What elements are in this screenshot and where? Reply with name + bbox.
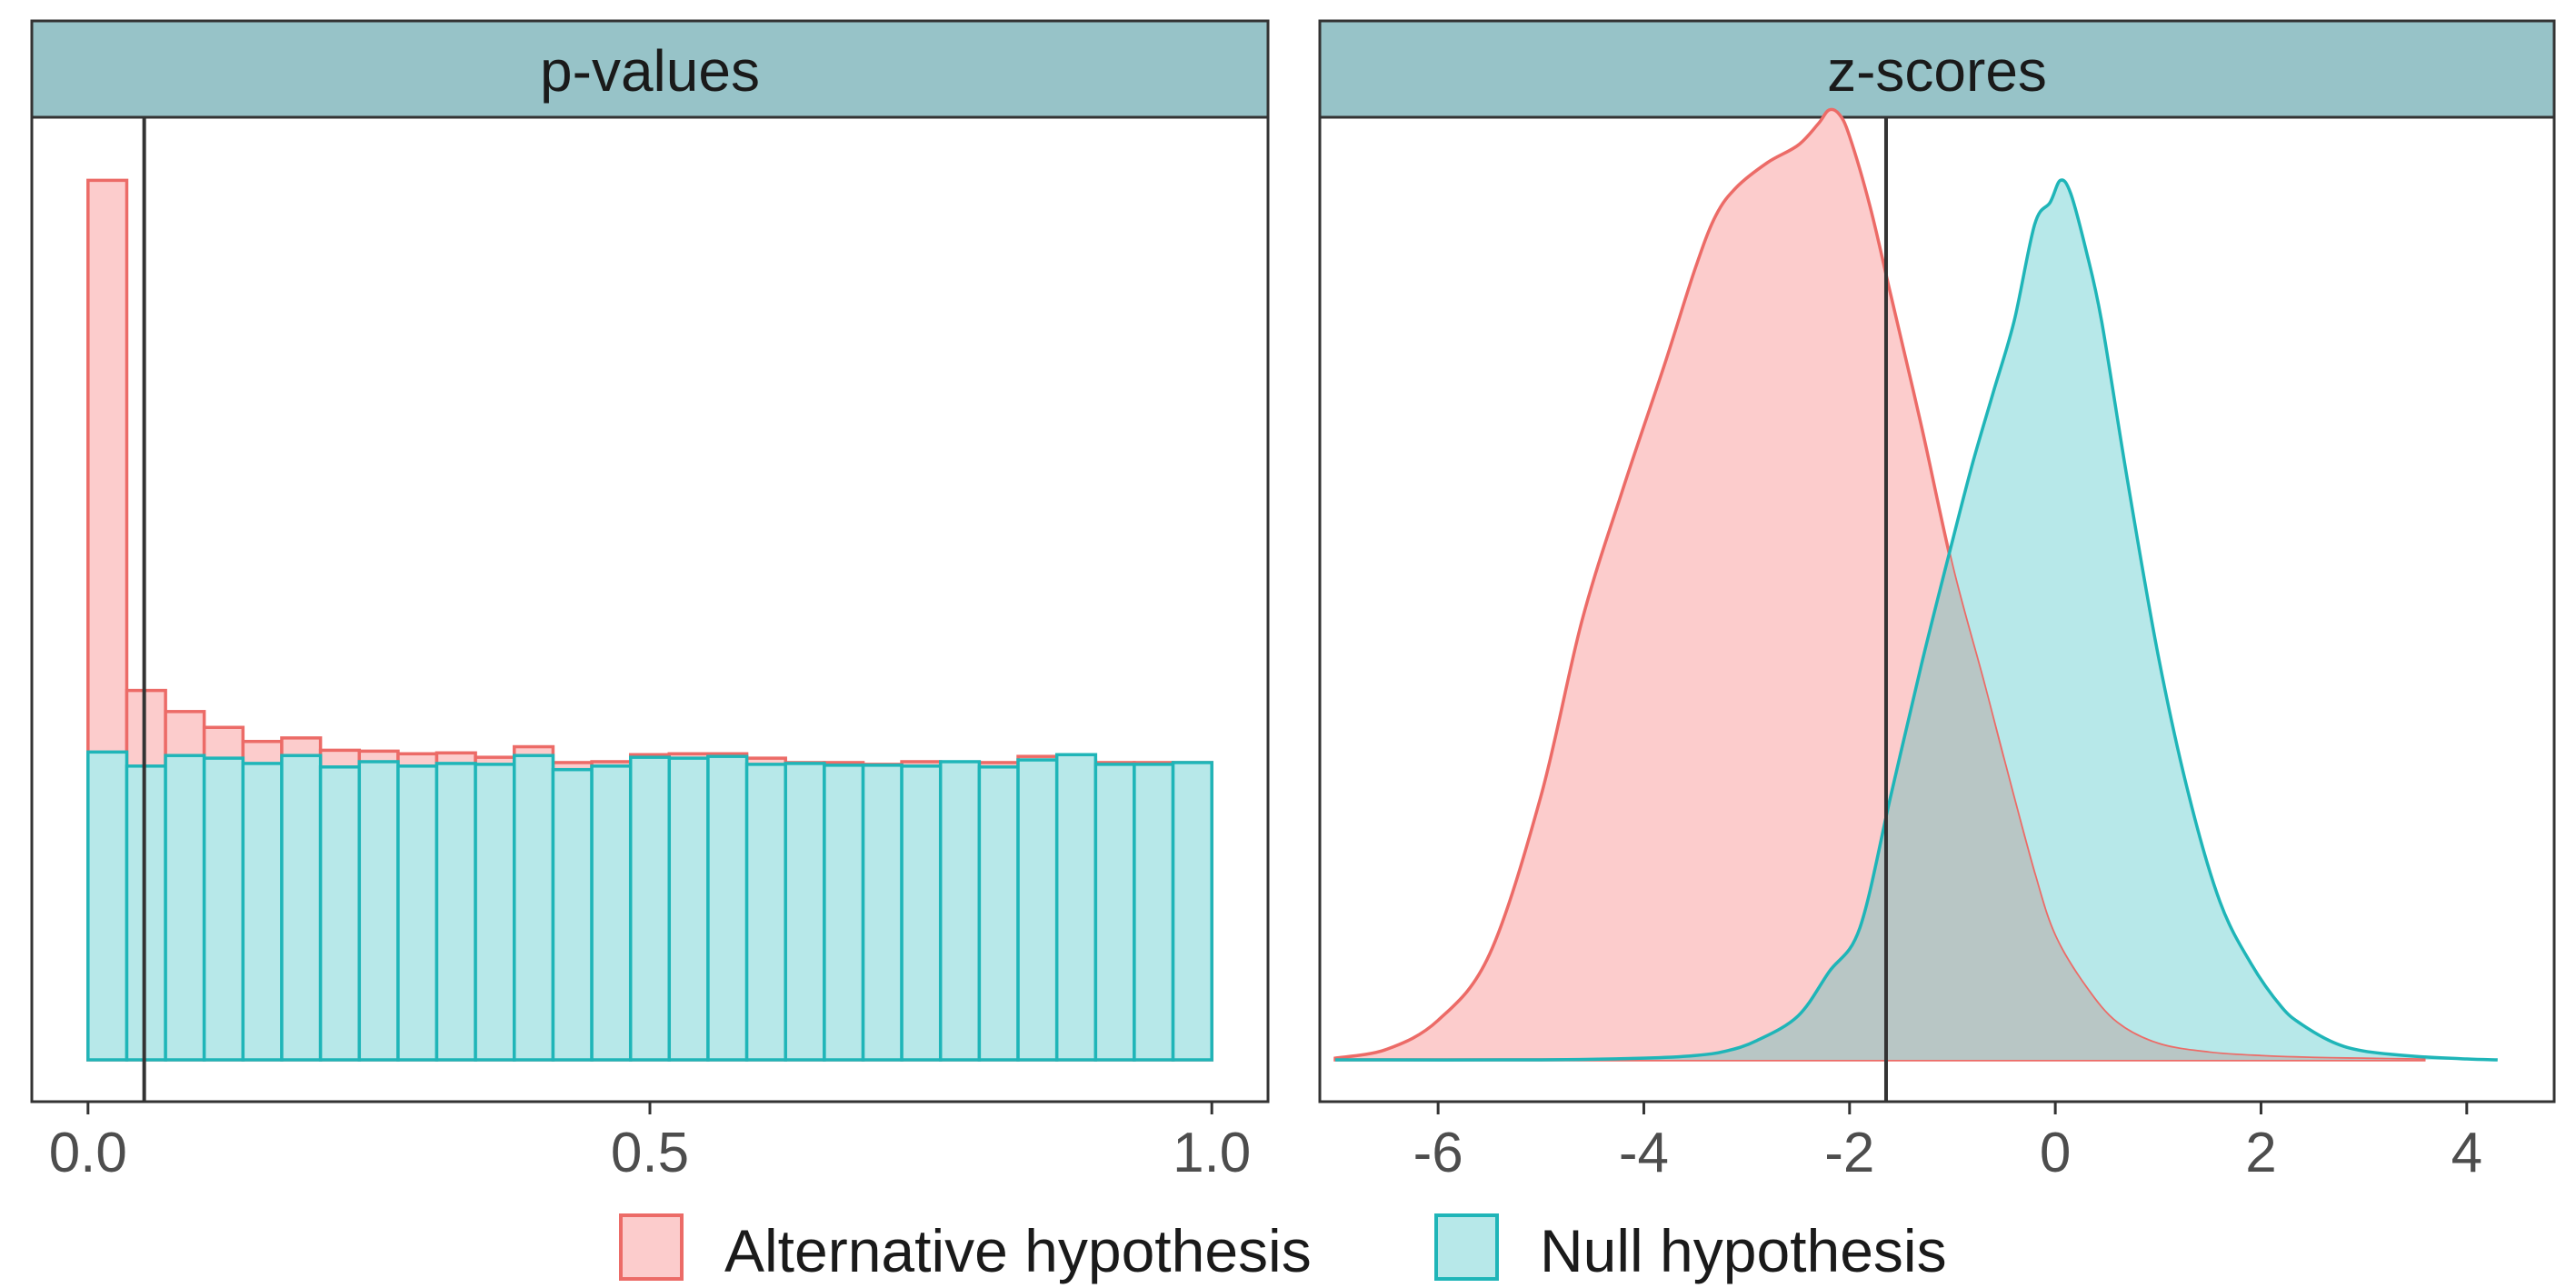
bar-null <box>513 754 555 1062</box>
x-tick-label: 1.0 <box>1173 1122 1251 1184</box>
x-tick-label: 0 <box>2040 1122 2071 1184</box>
bar-null <box>474 763 516 1062</box>
panel-p-values: p-values 0.0 0.5 1.0 <box>30 19 1270 1184</box>
bar-null <box>86 750 129 1062</box>
x-tick-label: -4 <box>1619 1122 1669 1184</box>
strip-background <box>1318 19 2556 119</box>
bar-null <box>202 756 245 1062</box>
bar-null <box>628 755 672 1062</box>
legend-key-null <box>1434 1213 1499 1281</box>
bar-null <box>861 764 904 1062</box>
bar-null <box>280 754 323 1062</box>
bar-null <box>900 764 943 1062</box>
bar-null <box>125 764 167 1062</box>
x-tick-label: 0.5 <box>611 1122 689 1184</box>
strip-background <box>30 19 1270 119</box>
bar-null <box>977 765 1020 1062</box>
bar-null <box>1016 758 1059 1062</box>
bar-null <box>434 762 477 1062</box>
bar-null <box>784 762 826 1062</box>
bar-null <box>938 760 982 1062</box>
x-tick-label: 2 <box>2245 1122 2276 1184</box>
histogram-bars <box>86 178 1213 1062</box>
bar-null <box>1054 753 1098 1062</box>
strip-title: p-values <box>540 38 760 104</box>
bar-null <box>241 762 284 1062</box>
bar-null <box>590 764 633 1062</box>
bar-null <box>1171 761 1213 1062</box>
bar-null <box>1133 763 1175 1062</box>
x-tick-label: 0.0 <box>49 1122 127 1184</box>
x-axis: 0.0 0.5 1.0 <box>49 1102 1251 1184</box>
bar-null <box>706 754 749 1062</box>
legend-label-alternative: Alternative hypothesis <box>724 1217 1312 1284</box>
bar-null <box>1093 763 1136 1062</box>
legend-key-alternative <box>619 1213 684 1281</box>
legend: Alternative hypothesis Null hypothesis <box>619 1213 1947 1284</box>
bar-null <box>396 764 439 1062</box>
bar-null <box>318 765 362 1062</box>
density-null-outline <box>1334 178 2498 1062</box>
legend-label-null: Null hypothesis <box>1540 1217 1947 1284</box>
bar-null <box>551 767 594 1062</box>
bar-null <box>823 764 865 1062</box>
bar-null <box>164 754 206 1062</box>
bar-null <box>667 756 710 1062</box>
density-overlap <box>1335 180 2426 1060</box>
x-tick-label: 4 <box>2451 1122 2482 1184</box>
bar-null <box>357 760 400 1062</box>
bar-null <box>744 763 787 1062</box>
x-tick-label: -6 <box>1413 1122 1463 1184</box>
x-axis: -6 -4 -2 0 2 4 <box>1413 1102 2482 1184</box>
strip-title: z-scores <box>1827 38 2047 104</box>
panel-z-scores: z-scores -6 -4 -2 0 2 4 <box>1318 19 2556 1184</box>
x-tick-label: -2 <box>1824 1122 1874 1184</box>
